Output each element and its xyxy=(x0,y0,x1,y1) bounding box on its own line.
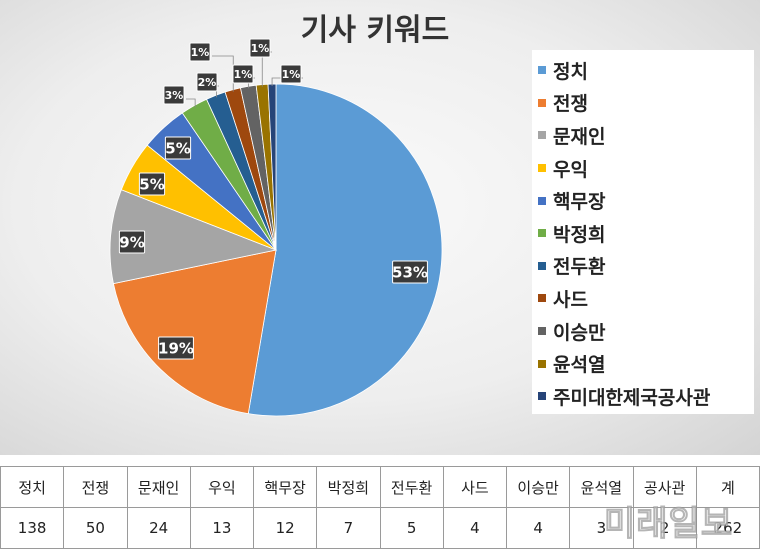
table-cell: 138 xyxy=(0,507,65,549)
legend-item: 우익 xyxy=(532,152,754,185)
legend-swatch xyxy=(538,131,546,140)
legend-label: 문재인 xyxy=(553,125,606,148)
table-header-cell: 사드 xyxy=(442,466,508,508)
data-label-핵무장: 5% xyxy=(164,136,192,160)
svg-text:9%: 9% xyxy=(119,233,144,251)
table-header-cell: 박정희 xyxy=(316,466,381,508)
table-header-cell: 전쟁 xyxy=(63,466,128,508)
data-label-전쟁: 19% xyxy=(158,336,194,360)
legend-item: 주미대한제국공사관 xyxy=(532,380,754,413)
table-header-cell: 우익 xyxy=(189,466,255,508)
legend-item: 전두환 xyxy=(532,250,754,283)
table-header-cell: 정치 xyxy=(0,466,65,508)
data-label-우익: 5% xyxy=(138,172,166,196)
data-label-사드: 1% xyxy=(189,42,211,62)
legend-label: 사드 xyxy=(553,288,588,311)
table-row: 138 50 24 13 12 7 5 4 4 3 2 262 xyxy=(0,507,760,549)
data-label-전두환: 2% xyxy=(196,72,218,92)
legend-item: 이승만 xyxy=(532,315,754,348)
table-cell: 12 xyxy=(252,507,318,549)
svg-text:1%: 1% xyxy=(282,68,301,81)
pie-slice-전쟁 xyxy=(112,249,277,415)
legend-swatch xyxy=(538,164,546,173)
legend-label: 윤석열 xyxy=(553,354,606,377)
legend-item: 사드 xyxy=(532,282,754,315)
data-table: 정치 전쟁 문재인 우익 핵무장 박정희 전두환 사드 이승만 윤석열 공사관 계 138 50 24 13… xyxy=(0,466,760,549)
data-label-박정희: 3% xyxy=(163,85,185,105)
svg-text:5%: 5% xyxy=(139,175,164,193)
legend-label: 전두환 xyxy=(553,256,606,279)
table-cell: 13 xyxy=(189,507,255,549)
legend-swatch xyxy=(538,261,546,270)
table-header-row: 정치 전쟁 문재인 우익 핵무장 박정희 전두환 사드 이승만 윤석열 공사관 계 xyxy=(0,466,760,508)
legend-item: 정치 xyxy=(532,54,754,87)
legend-label: 이승만 xyxy=(553,321,606,344)
legend-swatch xyxy=(538,359,546,368)
pie-slice-정치 xyxy=(247,83,443,417)
table-header-cell: 핵무장 xyxy=(252,466,318,508)
watermark: 미래일보 xyxy=(603,504,734,545)
legend-item: 핵무장 xyxy=(532,184,754,217)
legend-swatch xyxy=(538,196,546,205)
table-cell: 5 xyxy=(379,507,444,549)
data-label-윤석열: 1% xyxy=(249,38,271,58)
data-label-정치: 53% xyxy=(392,260,428,284)
svg-text:1%: 1% xyxy=(234,68,253,81)
table-cell: 2 xyxy=(632,507,697,549)
legend-item: 박정희 xyxy=(532,217,754,250)
pie-chart: 기사 키워드 53% 19% 9% 5%5% 3% 2% 1% 1% 1% 1% xyxy=(109,13,449,417)
legend-swatch xyxy=(538,229,546,238)
legend-swatch xyxy=(538,66,546,75)
table-cell: 50 xyxy=(63,507,128,549)
legend-label: 우익 xyxy=(553,158,588,181)
legend-swatch xyxy=(538,294,546,303)
svg-text:3%: 3% xyxy=(165,89,184,102)
svg-text:5%: 5% xyxy=(165,139,190,157)
legend-label: 정치 xyxy=(553,60,588,83)
table-cell: 7 xyxy=(316,507,381,549)
legend-label: 주미대한제국공사관 xyxy=(553,386,711,409)
legend-label: 박정희 xyxy=(553,223,606,246)
legend-swatch xyxy=(538,392,546,401)
table-header-cell: 계 xyxy=(695,466,760,508)
svg-text:1%: 1% xyxy=(251,42,270,55)
legend-item: 전쟁 xyxy=(532,87,754,120)
table-cell: 4 xyxy=(442,507,508,549)
leader-line-박정희 xyxy=(186,98,196,108)
pie-slice-문재인 xyxy=(109,189,278,285)
svg-text:1%: 1% xyxy=(191,46,210,59)
legend-label: 전쟁 xyxy=(553,93,588,116)
legend-label: 핵무장 xyxy=(553,191,606,214)
legend-swatch xyxy=(538,98,546,107)
table-cell: 262 xyxy=(695,507,760,549)
data-label-주미대한제국공사관: 1% xyxy=(280,64,302,84)
svg-text:53%: 53% xyxy=(392,263,428,281)
table-header-cell: 이승만 xyxy=(505,466,571,508)
table-cell: 4 xyxy=(505,507,571,549)
table-header-cell: 공사관 xyxy=(632,466,697,508)
data-label-이승만: 1% xyxy=(232,64,254,84)
legend-item: 윤석열 xyxy=(532,347,754,380)
data-label-문재인: 9% xyxy=(118,230,146,254)
chart-title: 기사 키워드 xyxy=(301,13,449,48)
legend-item: 문재인 xyxy=(532,119,754,152)
table-cell: 24 xyxy=(126,507,191,549)
legend-swatch xyxy=(538,327,546,336)
table-header-cell: 전두환 xyxy=(379,466,444,508)
svg-text:2%: 2% xyxy=(198,76,217,89)
table-header-cell: 문재인 xyxy=(126,466,191,508)
svg-text:19%: 19% xyxy=(158,339,194,357)
